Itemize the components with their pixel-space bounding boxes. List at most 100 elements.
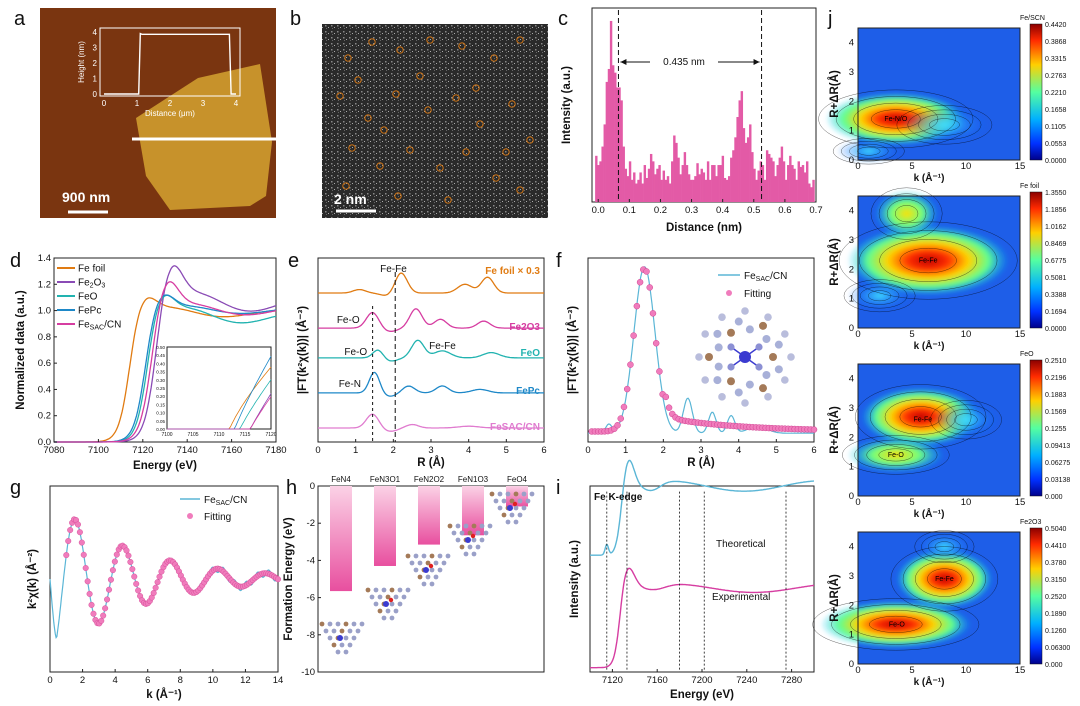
inset-frame	[166, 346, 272, 430]
legend-entry: FeO	[78, 292, 98, 303]
intensity-bar	[635, 183, 638, 202]
atom	[714, 362, 723, 371]
fit-point	[627, 361, 634, 368]
panel-letter-i: i	[556, 477, 560, 499]
map-frame	[857, 363, 1021, 497]
atom	[433, 574, 439, 580]
atom	[437, 553, 443, 559]
panel-e: Fe-Fe Fe-O Fe-O Fe-Fe Fe-N Fe foil × 0.3 Fe2O3…	[296, 257, 547, 469]
inset-y-tick: 0.05	[156, 419, 165, 424]
y-tick-label: 0	[849, 491, 854, 502]
atom	[421, 581, 427, 587]
intensity-bar	[649, 153, 653, 202]
colorbar-tick: 0.2196	[1045, 375, 1067, 382]
atom	[701, 376, 709, 384]
intensity-bar	[755, 179, 758, 202]
intensity-bar	[654, 174, 657, 202]
x-tick-label: 15	[1015, 161, 1026, 172]
fit-point	[98, 617, 105, 624]
intensity-bar	[658, 165, 661, 202]
atom	[447, 523, 453, 529]
y-tick-label: 1.2	[38, 279, 51, 290]
atom	[781, 376, 789, 384]
intensity-bar	[685, 165, 689, 202]
intensity-bar	[639, 172, 642, 202]
theoretical-spectrum	[590, 459, 814, 556]
intensity-bar	[784, 179, 788, 202]
atom	[745, 380, 754, 389]
intensity-bar	[757, 170, 760, 202]
atom	[489, 491, 495, 497]
x-tick-label: 0.3	[685, 205, 698, 216]
panel-letter-h: h	[286, 477, 297, 499]
y-tick-label: 1.4	[38, 253, 51, 264]
y-axis-label: |FT(k²χ(k))| (Å⁻³)	[566, 306, 579, 394]
atom	[521, 505, 527, 511]
contour-line	[869, 391, 972, 442]
fe-atom	[383, 601, 389, 607]
atom	[455, 523, 461, 529]
y-axis-label: R+ΔR(Å)	[828, 238, 841, 286]
wavelet-map: 0 5 10 15 0 1 2 3 4 k (Å⁻¹) R+ΔR(Å) Fe-Fe Fe foil 1.3…	[828, 183, 1067, 352]
x-tick-label: 5	[909, 497, 914, 508]
contour-line	[886, 199, 927, 228]
experimental-spectrum	[590, 567, 815, 669]
panel-letter-e: e	[288, 250, 299, 272]
contour-line	[838, 221, 1018, 300]
intensity-bar	[759, 161, 763, 202]
x-tick-label: 5	[909, 665, 914, 676]
colorbar-tick: 0.1569	[1045, 409, 1067, 416]
atom	[335, 621, 341, 627]
inset-y-tick: 0.35	[156, 370, 165, 375]
contour-line	[921, 533, 968, 560]
y-axis-label: Formation Energy (eV)	[283, 517, 295, 640]
intensity-bar	[601, 146, 604, 202]
inset-y-tick: 0.50	[156, 345, 165, 350]
atom	[727, 328, 735, 337]
fit-point	[156, 573, 163, 580]
x-tick-label: 7140	[177, 445, 198, 456]
fit-point	[810, 426, 818, 433]
ft-experimental	[588, 266, 814, 434]
atom	[787, 353, 795, 361]
x-tick-label: 6	[541, 445, 546, 456]
intensity-blob	[847, 437, 945, 473]
fit-point	[100, 612, 107, 619]
y-tick-label: -6	[307, 593, 315, 604]
colorbar-tick: 0.0000	[1045, 326, 1067, 333]
map-frame	[857, 195, 1021, 329]
fit-point	[123, 547, 130, 554]
colorbar-tick: 1.1856	[1045, 207, 1067, 214]
atom	[501, 512, 507, 518]
ft-series-3	[318, 371, 544, 397]
contour-line	[927, 537, 961, 556]
atom	[455, 537, 461, 543]
atom	[441, 560, 447, 566]
y-tick-label: 2	[849, 264, 854, 275]
atom	[397, 587, 403, 593]
atom	[331, 642, 337, 648]
colorbar	[1029, 23, 1043, 161]
atom	[471, 537, 477, 543]
fe-atom	[507, 505, 513, 511]
atom	[718, 393, 726, 401]
contour-line	[850, 610, 942, 639]
intensity-bar	[708, 179, 712, 202]
colorbar	[1029, 359, 1043, 497]
y-tick-label: -4	[307, 555, 315, 566]
intensity-bar	[727, 176, 731, 202]
y-axis-label: Intensity (a.u.)	[561, 66, 573, 144]
intensity-bar	[624, 168, 628, 202]
fe-single-atom-circle	[336, 92, 344, 100]
o-atom	[388, 597, 394, 603]
atom	[497, 491, 503, 497]
kchi-experimental	[49, 518, 279, 640]
atom	[525, 498, 531, 504]
map-frame	[857, 27, 1021, 161]
fe-single-atom-circle	[424, 106, 432, 114]
fe-single-atom-circle	[376, 162, 384, 170]
afm-inset-xlabel: Distance (μm)	[145, 109, 195, 118]
intensity-bar	[611, 65, 615, 203]
atom	[479, 523, 485, 529]
afm-inset-frame	[99, 27, 241, 97]
